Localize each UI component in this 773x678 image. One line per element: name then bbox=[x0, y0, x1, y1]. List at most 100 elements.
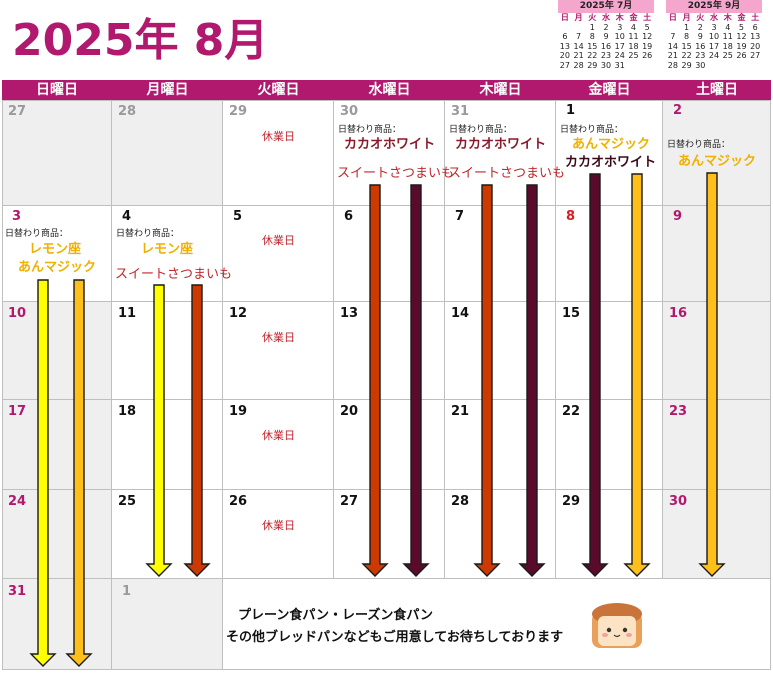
mini-day: 4 bbox=[630, 22, 636, 32]
day-cell[interactable] bbox=[556, 206, 663, 302]
mini-day: 3 bbox=[617, 22, 623, 32]
mini-day: 19 bbox=[642, 41, 653, 51]
closed-label: 休業日 bbox=[262, 331, 295, 344]
product-sweet: スイートさつまいも bbox=[337, 166, 455, 181]
notice-cell bbox=[223, 579, 771, 670]
day-number: 6 bbox=[344, 209, 354, 224]
day-cell[interactable] bbox=[223, 490, 334, 579]
mini-day bbox=[627, 61, 641, 71]
mini-day: 19 bbox=[736, 41, 747, 51]
closed-label: 休業日 bbox=[262, 130, 295, 143]
day-cell[interactable] bbox=[223, 400, 334, 490]
mini-weekday: 金 bbox=[737, 13, 746, 22]
mini-day: 3 bbox=[711, 22, 717, 32]
mini-day: 15 bbox=[681, 41, 692, 51]
daily-label: 日替わり商品： bbox=[667, 140, 731, 150]
day-number: 23 bbox=[669, 404, 688, 419]
mini-calendar-header: 2025年 7月 bbox=[558, 0, 654, 13]
day-cell[interactable] bbox=[2, 100, 112, 206]
day-cell[interactable] bbox=[223, 100, 334, 206]
day-cell[interactable] bbox=[556, 490, 663, 579]
day-cell[interactable] bbox=[334, 100, 445, 206]
day-cell[interactable] bbox=[2, 579, 112, 670]
day-cell[interactable] bbox=[2, 400, 112, 490]
mini-weekday: 火 bbox=[696, 13, 705, 22]
mini-day: 18 bbox=[722, 41, 733, 51]
day-cell[interactable] bbox=[112, 490, 223, 579]
day-cell[interactable] bbox=[2, 490, 112, 579]
mini-day: 8 bbox=[684, 32, 690, 41]
weekday-header: 日曜日 月曜日 火曜日 水曜日 木曜日 金曜日 土曜日 bbox=[2, 80, 771, 100]
product-an: あんマジック bbox=[18, 260, 97, 275]
day-number: 17 bbox=[8, 404, 27, 419]
mini-day: 9 bbox=[697, 32, 703, 41]
day-cell[interactable] bbox=[2, 302, 112, 400]
day-cell[interactable] bbox=[556, 400, 663, 490]
mini-day: 1 bbox=[684, 22, 690, 32]
day-number: 30 bbox=[669, 494, 688, 509]
mini-day: 28 bbox=[573, 60, 584, 70]
mini-weekday: 日 bbox=[668, 13, 677, 22]
day-cell[interactable] bbox=[112, 100, 223, 206]
mini-weekday: 月 bbox=[574, 13, 583, 22]
daily-label: 日替わり商品： bbox=[5, 229, 69, 239]
day-cell[interactable] bbox=[556, 100, 663, 206]
day-number: 7 bbox=[455, 209, 465, 224]
day-number: 4 bbox=[122, 209, 132, 224]
mini-calendar-september: 2025年 9月日月火水木金土 1 2 3 4 5 6 7 8 9 10 11 12 13 14 15 16 17… bbox=[666, 0, 762, 70]
product-cacao: カカオホワイト bbox=[344, 137, 436, 152]
mini-day: 24 bbox=[614, 51, 625, 60]
mini-day: 17 bbox=[708, 41, 720, 51]
mini-day: 5 bbox=[644, 22, 650, 32]
day-number: 22 bbox=[562, 404, 581, 419]
day-cell[interactable] bbox=[223, 302, 334, 400]
mini-day: 22 bbox=[681, 51, 692, 60]
mini-day: 26 bbox=[642, 51, 653, 60]
mini-day: 4 bbox=[725, 22, 731, 32]
mini-day bbox=[572, 23, 586, 33]
mini-day: 25 bbox=[628, 51, 639, 60]
day-number: 29 bbox=[562, 494, 581, 509]
product-an: あんマジック bbox=[572, 137, 651, 152]
day-cell[interactable] bbox=[334, 206, 445, 302]
mini-weekday: 土 bbox=[751, 13, 760, 22]
mini-weekday: 月 bbox=[682, 13, 691, 22]
weekday-mon: 月曜日 bbox=[146, 82, 189, 98]
day-number: 31 bbox=[451, 104, 470, 119]
day-cell[interactable] bbox=[223, 206, 334, 302]
mini-day bbox=[748, 61, 762, 71]
mini-day: 23 bbox=[600, 51, 612, 60]
notice-line-2: その他ブレッドパンなどもご用意してお待ちしております bbox=[226, 630, 564, 645]
mini-day: 28 bbox=[667, 60, 678, 70]
day-number: 31 bbox=[8, 584, 27, 599]
day-cell[interactable] bbox=[334, 400, 445, 490]
mini-day: 16 bbox=[600, 41, 612, 51]
mini-day: 12 bbox=[642, 32, 653, 41]
product-an: あんマジック bbox=[678, 154, 757, 169]
mini-day bbox=[640, 61, 654, 71]
day-number: 9 bbox=[673, 209, 683, 224]
mini-day: 5 bbox=[738, 22, 744, 32]
notice-line-1: プレーン食パン・レーズン食パン bbox=[238, 608, 434, 623]
mini-day: 9 bbox=[603, 32, 609, 41]
day-cell[interactable] bbox=[445, 490, 556, 579]
product-sweet: スイートさつまいも bbox=[448, 166, 566, 181]
day-number: 25 bbox=[118, 494, 137, 509]
day-cell[interactable] bbox=[2, 206, 112, 302]
day-number: 1 bbox=[122, 584, 132, 599]
day-number: 13 bbox=[340, 306, 359, 321]
day-number: 28 bbox=[118, 104, 137, 119]
product-lemon: レモン座 bbox=[141, 242, 194, 257]
mini-day: 7 bbox=[576, 32, 582, 41]
day-cell[interactable] bbox=[334, 302, 445, 400]
weekday-sun: 日曜日 bbox=[36, 82, 78, 98]
day-cell[interactable] bbox=[334, 490, 445, 579]
closed-label: 休業日 bbox=[262, 519, 295, 532]
day-number: 15 bbox=[562, 306, 581, 321]
day-cell[interactable] bbox=[112, 579, 223, 670]
day-number: 8 bbox=[566, 209, 576, 224]
mini-day: 7 bbox=[670, 32, 676, 41]
weekday-wed: 水曜日 bbox=[368, 82, 411, 98]
day-cell[interactable] bbox=[556, 302, 663, 400]
mini-day: 13 bbox=[750, 32, 761, 41]
